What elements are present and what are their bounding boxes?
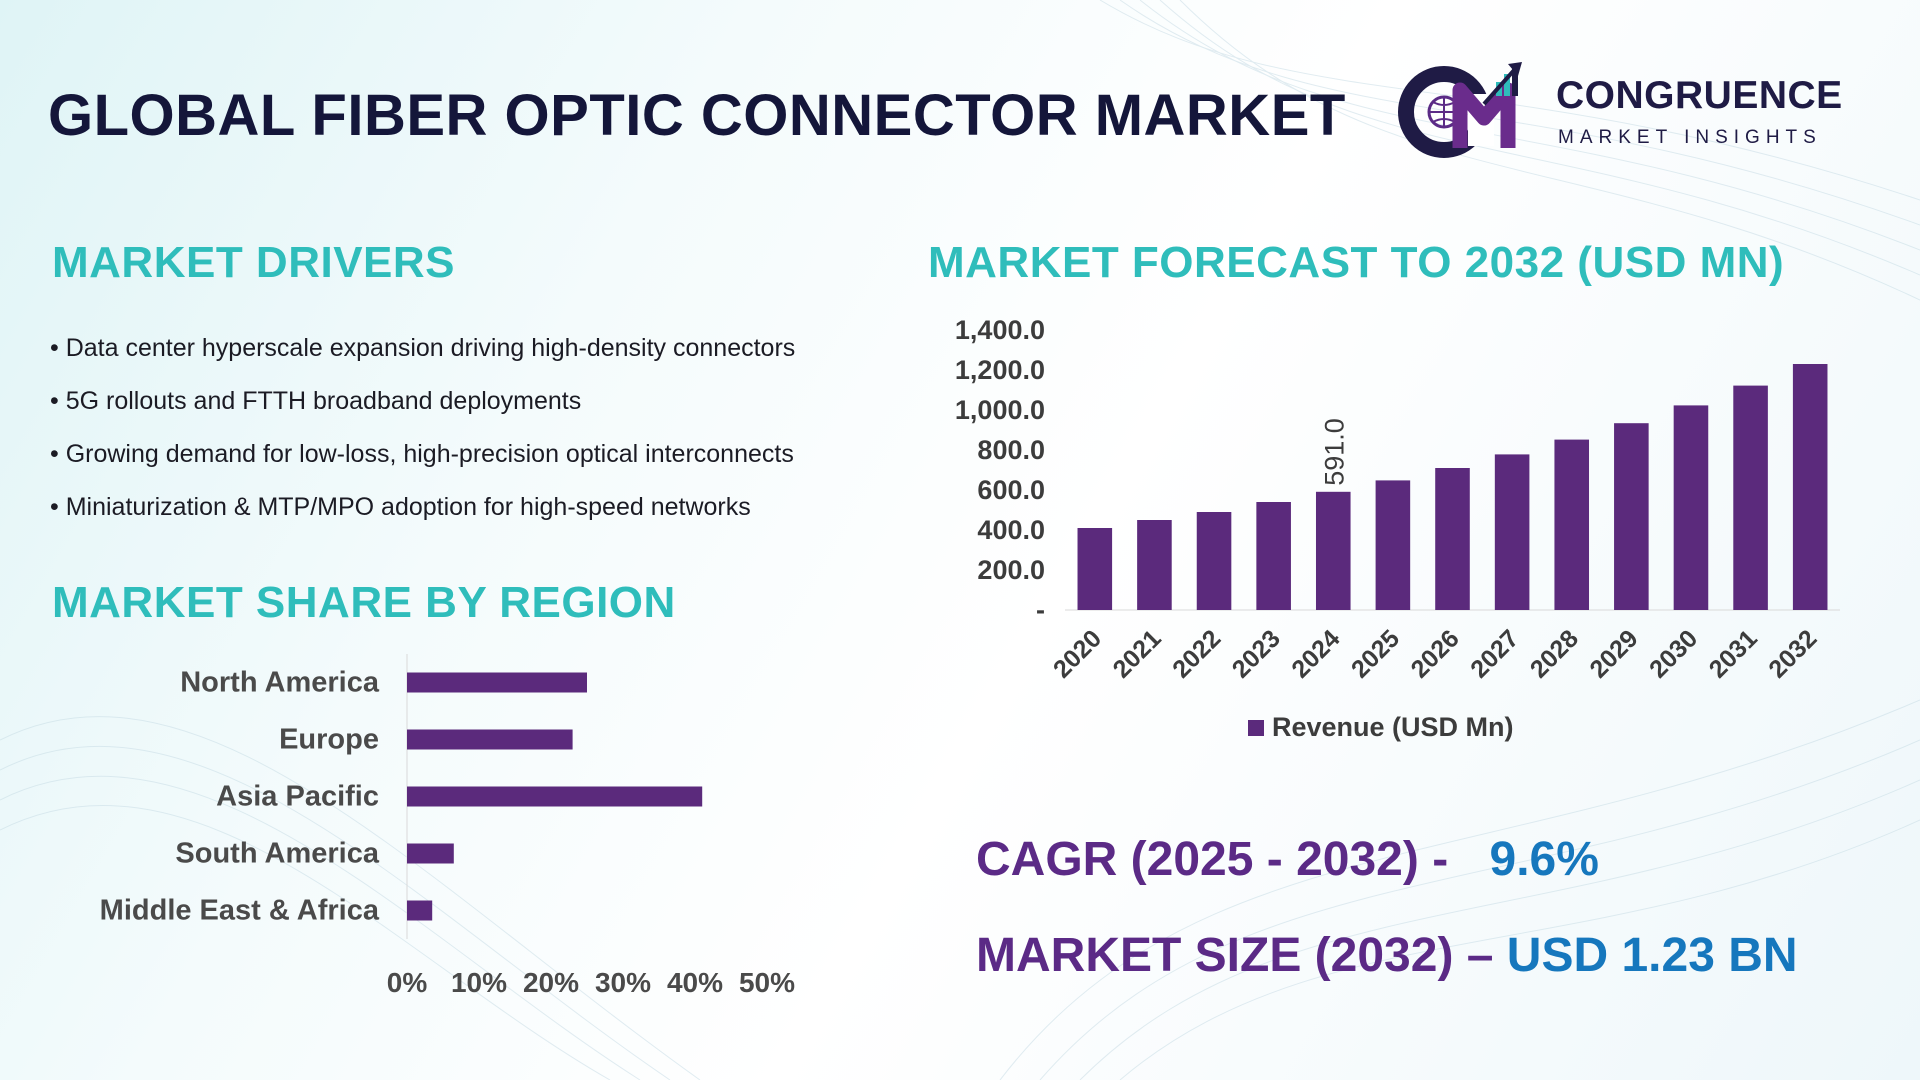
bar [1137,520,1172,610]
x-tick-label: 30% [595,967,651,998]
x-tick-label: 2029 [1584,624,1643,683]
y-tick-label: - [1036,595,1045,625]
region-bar-chart: North America Europe Asia Pacific South Ame… [100,654,795,998]
company-logo: CONGRUENCE MARKET INSIGHTS [1398,54,1868,164]
y-tick-label: 200.0 [977,555,1045,585]
market-size-label: MARKET SIZE (2032) – [976,929,1494,982]
cagr-value: 9.6% [1489,833,1599,886]
x-tick-label: 2021 [1108,624,1167,683]
legend-label: Revenue (USD Mn) [1272,712,1514,742]
bar [1554,439,1590,610]
bar [407,786,703,807]
bar [1256,502,1291,610]
x-tick-label: 2023 [1227,624,1286,683]
bar [1375,480,1411,610]
x-tick-label: 2032 [1763,624,1822,683]
bar [407,729,573,750]
x-tick-label: 2031 [1704,624,1763,683]
forecast-bar-chart: - 200.0 400.0 600.0 800.0 1,000.0 1,200.0 1,400… [955,315,1840,742]
x-tick-label: 20% [523,967,579,998]
bar [1435,468,1470,610]
cagr-kpi: CAGR (2025 - 2032) - 9.6% [976,832,1599,887]
market-size-value: USD 1.23 BN [1506,929,1798,982]
x-tick-label: 2022 [1167,624,1226,683]
driver-item: Growing demand for low-loss, high-precis… [50,436,930,489]
x-tick-label: 50% [739,967,795,998]
y-tick-label: 1,400.0 [955,315,1045,345]
x-tick-label: 10% [451,967,507,998]
y-tick-label: 600.0 [977,475,1045,505]
x-tick-label: 2025 [1346,624,1405,683]
bar [1792,364,1828,610]
drivers-list: Data center hyperscale expansion driving… [50,330,930,542]
bar [1733,385,1768,610]
category-label: Asia Pacific [216,781,379,813]
category-label: Middle East & Africa [100,895,380,927]
logo-mark-icon [1398,62,1522,158]
x-tick-label: 2026 [1406,624,1465,683]
logo-name: CONGRUENCE [1556,74,1843,117]
x-tick-label: 2030 [1644,624,1703,683]
driver-item: 5G rollouts and FTTH broadband deploymen… [50,383,930,436]
x-tick-label: 2020 [1048,624,1107,683]
region-title: MARKET SHARE BY REGION [52,578,676,627]
category-label: South America [175,838,379,870]
x-tick-label: 2027 [1465,624,1524,683]
bar [1614,423,1649,610]
bar [1077,528,1113,610]
y-tick-label: 400.0 [977,515,1045,545]
forecast-title: MARKET FORECAST TO 2032 (USD MN) [928,238,1785,287]
bar [1673,405,1709,610]
y-tick-label: 800.0 [977,435,1045,465]
page-title: GLOBAL FIBER OPTIC CONNECTOR MARKET [48,83,1346,148]
bar [407,843,454,864]
driver-item: Data center hyperscale expansion driving… [50,330,930,383]
legend-swatch [1248,720,1264,736]
bar [1494,454,1530,610]
bar [407,900,433,921]
driver-item: Miniaturization & MTP/MPO adoption for h… [50,489,930,542]
drivers-title: MARKET DRIVERS [52,238,456,287]
bar [407,672,587,693]
logo-tagline: MARKET INSIGHTS [1558,127,1822,148]
category-label: North America [180,667,380,699]
x-tick-label: 2024 [1286,624,1345,683]
market-size-kpi: MARKET SIZE (2032) – USD 1.23 BN [976,928,1798,983]
bar [1196,512,1232,610]
y-tick-label: 1,200.0 [955,355,1045,385]
x-tick-label: 0% [387,967,428,998]
cagr-label: CAGR (2025 - 2032) - [976,833,1449,886]
y-tick-label: 1,000.0 [955,395,1045,425]
data-label: 591.0 [1319,418,1349,486]
x-tick-label: 40% [667,967,723,998]
category-label: Europe [279,724,379,756]
bar [1315,491,1351,610]
x-tick-label: 2028 [1525,624,1584,683]
